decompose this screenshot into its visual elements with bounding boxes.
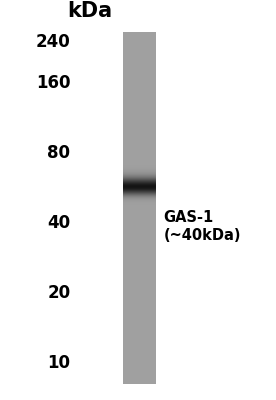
Text: kDa: kDa [68, 2, 113, 22]
Text: GAS-1
(~40kDa): GAS-1 (~40kDa) [163, 210, 241, 243]
